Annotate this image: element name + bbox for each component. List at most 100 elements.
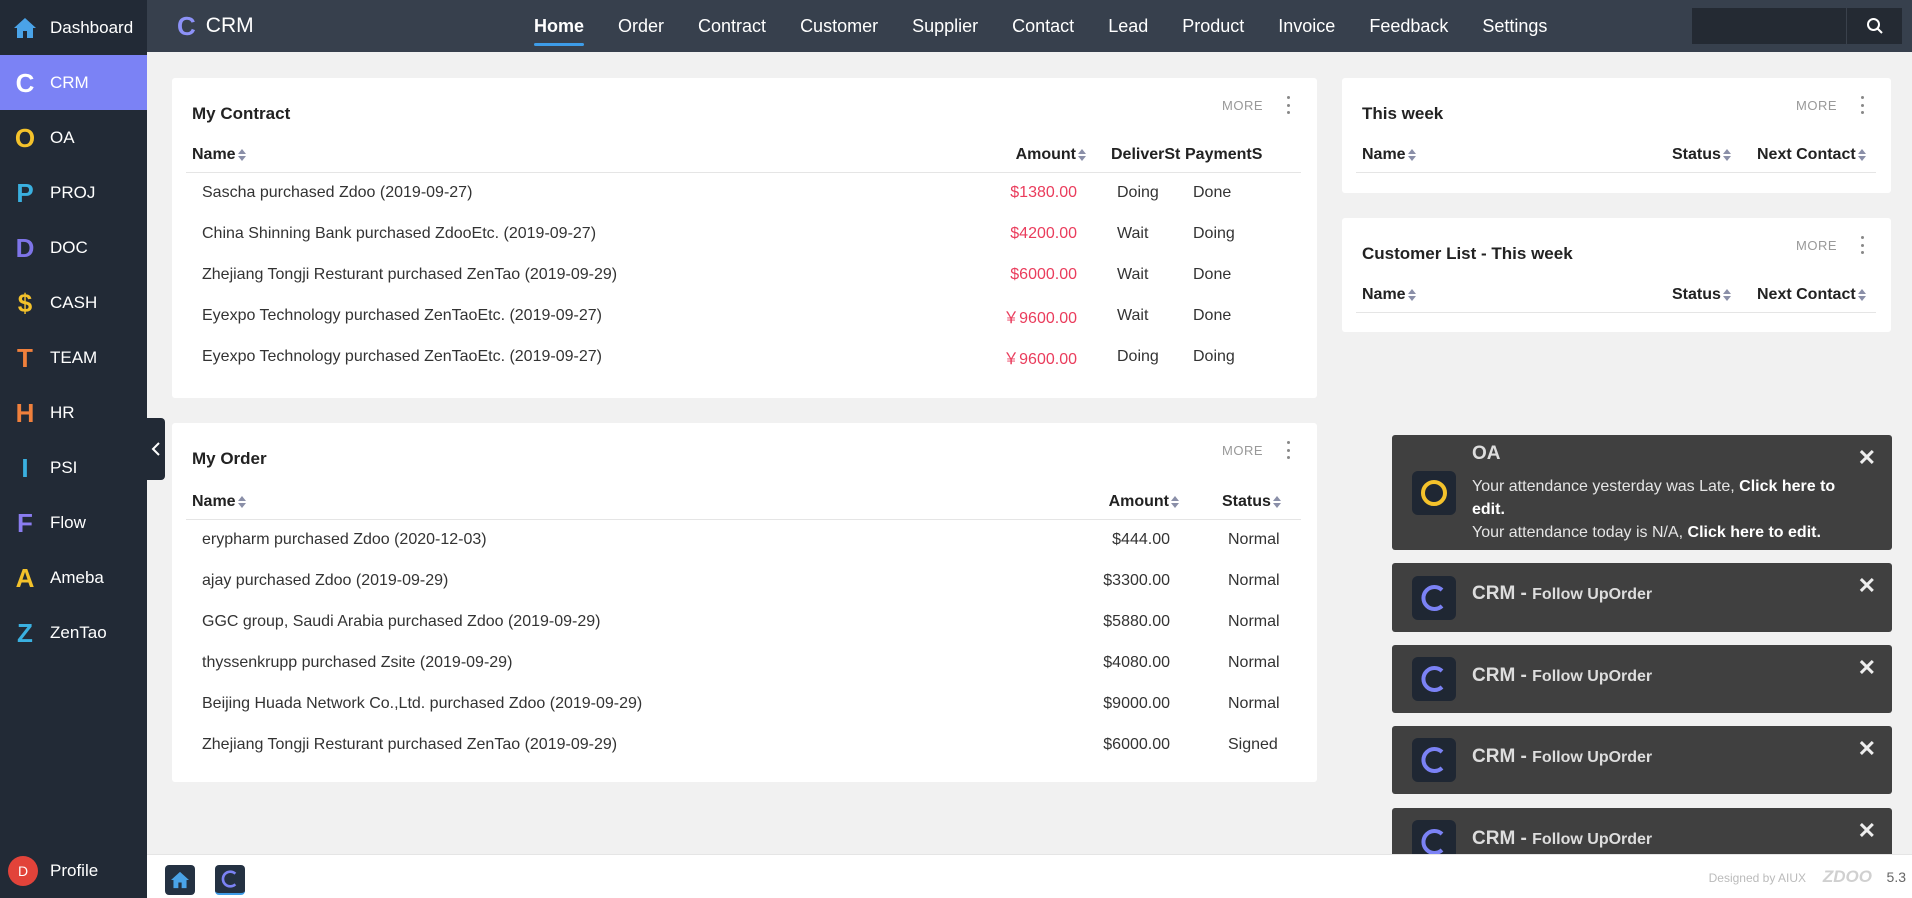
edit-attendance-link[interactable]: Click here to edit. — [1687, 524, 1821, 541]
tab-customer[interactable]: Customer — [800, 15, 879, 36]
sidebar: Dashboard C CRM O OA P PROJ D DOC $ CASH… — [0, 0, 147, 898]
sidebar-item-team[interactable]: T TEAM — [0, 330, 147, 385]
column-header-amount[interactable]: Amount — [1066, 485, 1186, 520]
table-row[interactable]: ajay purchased Zdoo (2019-09-29) $3300.0… — [202, 571, 1280, 589]
avatar: D — [8, 855, 38, 886]
crm-icon — [1412, 657, 1456, 701]
tab-invoice[interactable]: Invoice — [1278, 15, 1336, 36]
search-input[interactable] — [1692, 8, 1846, 44]
table-row[interactable]: Eyexpo Technology purchased ZenTaoEtc. (… — [202, 306, 1232, 327]
sidebar-item-flow[interactable]: F Flow — [0, 495, 147, 550]
order-table: Name Amount Status erypharm purchased Zd… — [186, 485, 1301, 765]
column-header-deliver-status[interactable]: DeliverSta — [1093, 138, 1181, 173]
edit-attendance-link[interactable]: Click here to edit. — [1472, 478, 1836, 518]
column-header-next-contact[interactable]: Next Contact — [1751, 278, 1876, 313]
sidebar-item-ameba[interactable]: A Ameba — [0, 550, 147, 605]
crm-icon: C — [15, 67, 35, 98]
table-row[interactable]: Sascha purchased Zdoo (2019-09-27) $1380… — [202, 183, 1232, 201]
crm-notification[interactable]: ✕ CRM - Follow UpOrder — [1392, 726, 1892, 794]
sort-icon — [1078, 148, 1087, 161]
app-title: C CRM — [177, 11, 517, 42]
sort-icon — [237, 148, 247, 161]
close-icon[interactable]: ✕ — [1857, 655, 1876, 680]
dock-crm-button[interactable] — [215, 865, 245, 895]
column-header-status[interactable]: Status — [1666, 138, 1751, 173]
more-link[interactable]: MORE — [1796, 98, 1837, 113]
sidebar-item-cash[interactable]: $ CASH — [0, 275, 147, 330]
sidebar-item-label: Dashboard — [50, 17, 134, 37]
more-options-icon[interactable] — [1859, 236, 1865, 254]
tab-contract[interactable]: Contract — [698, 15, 767, 36]
main-nav: Home Order Contract Customer Supplier Co… — [517, 0, 1564, 52]
column-header-name[interactable]: Name — [186, 485, 1066, 520]
sidebar-item-crm[interactable]: C CRM — [0, 55, 147, 110]
table-row[interactable]: GGC group, Saudi Arabia purchased Zdoo (… — [202, 612, 1280, 630]
tab-supplier[interactable]: Supplier — [912, 15, 979, 36]
proj-icon: P — [16, 177, 34, 208]
this-week-table: Name Status Next Contact — [1356, 138, 1876, 173]
column-header-name[interactable]: Name — [1356, 278, 1666, 313]
table-row[interactable]: erypharm purchased Zdoo (2020-12-03) $44… — [202, 530, 1280, 548]
table-row[interactable]: Zhejiang Tongji Resturant purchased ZenT… — [202, 735, 1278, 753]
more-link[interactable]: MORE — [1222, 443, 1263, 458]
more-link[interactable]: MORE — [1796, 238, 1837, 253]
more-options-icon[interactable] — [1859, 96, 1865, 114]
close-icon[interactable]: ✕ — [1857, 818, 1876, 843]
sidebar-item-psi[interactable]: I PSI — [0, 440, 147, 495]
sort-icon — [1857, 148, 1867, 161]
table-row[interactable]: China Shinning Bank purchased ZdooEtc. (… — [202, 224, 1235, 242]
oa-icon — [1412, 471, 1456, 515]
crm-notification[interactable]: ✕ CRM - Follow UpOrder — [1392, 563, 1892, 632]
table-row[interactable]: Eyexpo Technology purchased ZenTaoEtc. (… — [202, 347, 1235, 368]
column-header-status[interactable]: Status — [1186, 485, 1301, 520]
more-options-icon[interactable] — [1285, 96, 1291, 114]
column-header-payment-status[interactable]: PaymentS — [1181, 138, 1301, 173]
team-icon: T — [17, 342, 33, 373]
oa-icon: O — [14, 122, 36, 153]
home-icon — [171, 871, 189, 889]
close-icon[interactable]: ✕ — [1857, 736, 1876, 761]
search-box — [1692, 8, 1902, 44]
column-header-next-contact[interactable]: Next Contact — [1751, 138, 1876, 173]
table-row[interactable]: Beijing Huada Network Co.,Ltd. purchased… — [202, 694, 1280, 712]
search-button[interactable] — [1846, 8, 1902, 44]
crm-notification[interactable]: ✕ CRM - Follow UpOrder — [1392, 645, 1892, 713]
column-header-amount[interactable]: Amount — [986, 138, 1093, 173]
table-row[interactable]: thyssenkrupp purchased Zsite (2019-09-29… — [202, 653, 1280, 671]
notification-title: CRM - Follow UpOrder — [1472, 746, 1653, 767]
tab-home[interactable]: Home — [517, 0, 601, 52]
app-title-text: CRM — [205, 14, 254, 37]
tab-settings[interactable]: Settings — [1482, 15, 1548, 36]
collapse-sidebar-button[interactable] — [147, 418, 165, 480]
column-header-name[interactable]: Name — [186, 138, 986, 173]
sort-icon — [1407, 288, 1417, 301]
tab-order[interactable]: Order — [618, 15, 665, 36]
table-row[interactable]: Zhejiang Tongji Resturant purchased ZenT… — [202, 265, 1232, 283]
sidebar-item-label: DOC — [50, 237, 88, 257]
close-icon[interactable]: ✕ — [1857, 573, 1876, 598]
contract-table: Name Amount DeliverSta PaymentS Sascha p… — [186, 138, 1301, 377]
profile-button[interactable]: D Profile — [0, 843, 147, 898]
tab-product[interactable]: Product — [1182, 15, 1245, 36]
sidebar-item-oa[interactable]: O OA — [0, 110, 147, 165]
sidebar-item-label: TEAM — [50, 347, 98, 367]
sidebar-item-doc[interactable]: D DOC — [0, 220, 147, 275]
sort-icon — [1722, 148, 1732, 161]
column-header-status[interactable]: Status — [1666, 278, 1751, 313]
panel-title: This week — [1362, 104, 1444, 123]
close-icon[interactable]: ✕ — [1857, 445, 1876, 470]
sidebar-item-label: Ameba — [50, 567, 104, 587]
more-link[interactable]: MORE — [1222, 98, 1263, 113]
sidebar-item-zentao[interactable]: Z ZenTao — [0, 605, 147, 660]
column-header-name[interactable]: Name — [1356, 138, 1666, 173]
sidebar-item-proj[interactable]: P PROJ — [0, 165, 147, 220]
tab-feedback[interactable]: Feedback — [1369, 15, 1449, 36]
hr-icon: H — [15, 397, 35, 428]
sidebar-item-label: Flow — [50, 512, 86, 532]
tab-lead[interactable]: Lead — [1108, 15, 1149, 36]
tab-contact[interactable]: Contact — [1012, 15, 1075, 36]
sidebar-item-hr[interactable]: H HR — [0, 385, 147, 440]
dock-dashboard-button[interactable] — [165, 865, 195, 895]
more-options-icon[interactable] — [1285, 441, 1291, 459]
sidebar-item-dashboard[interactable]: Dashboard — [0, 0, 147, 55]
